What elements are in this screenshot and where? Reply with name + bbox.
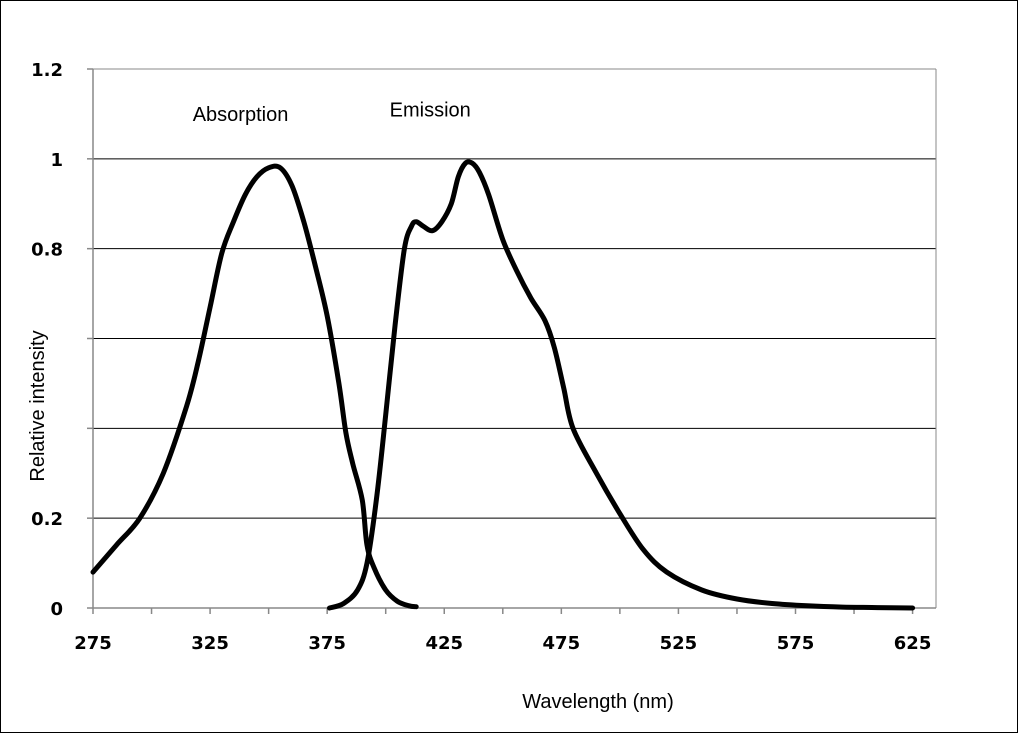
- annotations: Absorption Emission: [193, 99, 471, 125]
- annotation-absorption: Absorption: [193, 104, 289, 126]
- x-tick-label-1: 325: [191, 633, 229, 654]
- x-tick-label-4: 475: [543, 633, 581, 654]
- series-line-absorption: [90, 163, 419, 610]
- gridlines: [93, 68, 936, 519]
- series-line-emission: [327, 159, 916, 611]
- y-tick-label-4: 0.8: [31, 240, 63, 261]
- x-tick-label-0: 275: [74, 633, 112, 654]
- x-axis-title: Wavelength (nm): [522, 691, 674, 713]
- x-tick-label-3: 425: [425, 633, 463, 654]
- y-tick-labels: 0 0.2 0.8 1 1.2: [31, 60, 63, 620]
- x-tick-label-5: 525: [660, 633, 698, 654]
- annotation-emission: Emission: [390, 99, 471, 121]
- y-tick-label-1: 0.2: [31, 509, 63, 530]
- x-tick-labels: 275 325 375 425 475 525 575 625: [74, 633, 931, 654]
- y-tick-label-6: 1.2: [31, 60, 63, 81]
- axes: [87, 68, 937, 614]
- y-tick-label-0: 0: [50, 599, 63, 620]
- y-tick-label-5: 1: [50, 150, 63, 171]
- x-tick-label-2: 375: [308, 633, 346, 654]
- x-tick-label-7: 625: [894, 633, 932, 654]
- series-curves: [90, 159, 916, 611]
- x-tick-label-6: 575: [777, 633, 815, 654]
- y-axis-title: Relative intensity: [27, 330, 49, 481]
